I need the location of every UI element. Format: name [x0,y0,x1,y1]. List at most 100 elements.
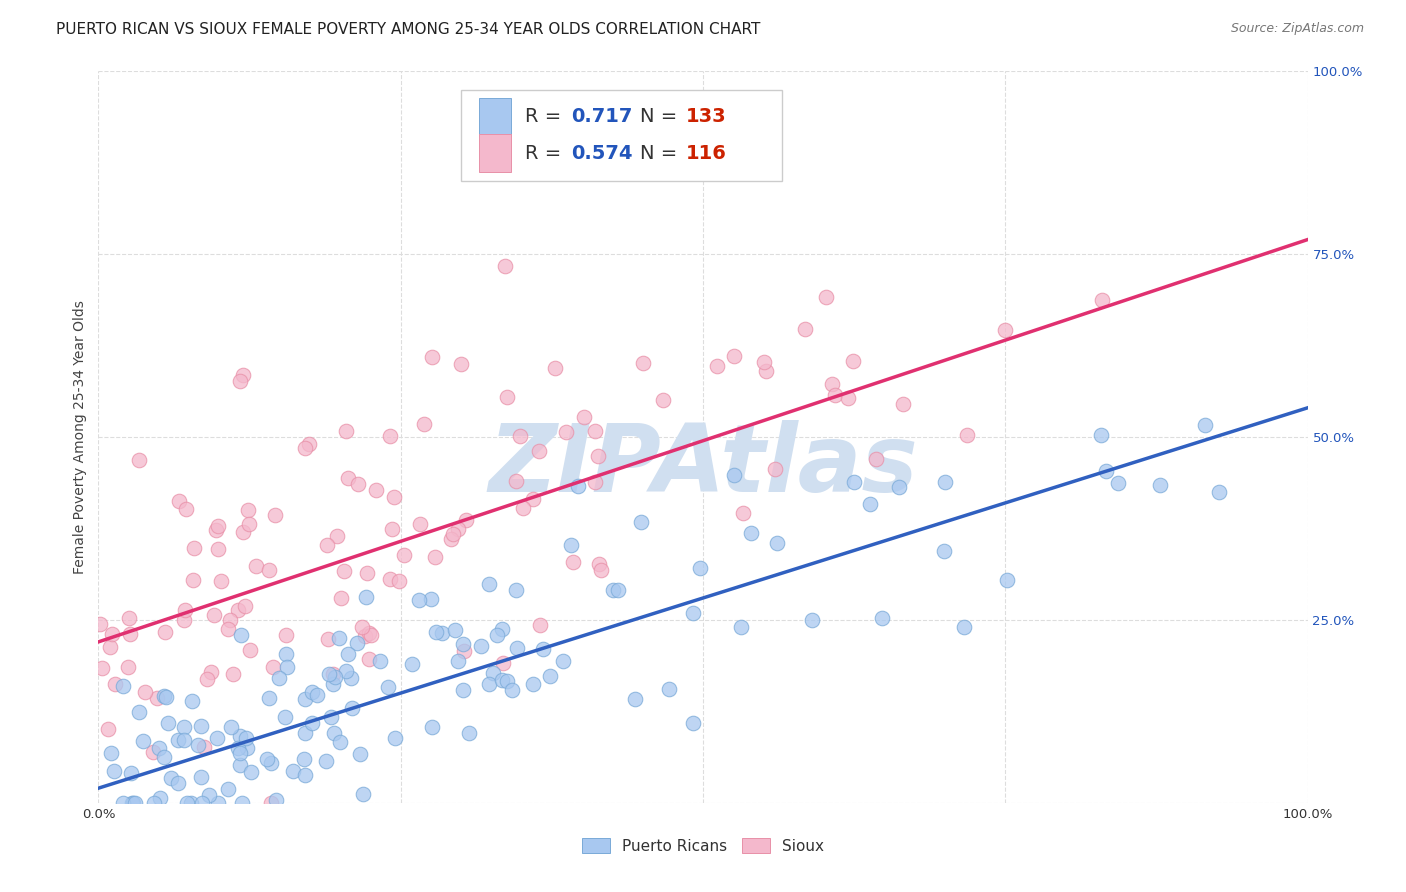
Point [264,508,287,522]
Point [205,524,228,538]
Point [118,627,141,641]
Point [128,453,150,467]
Point [384,731,406,746]
Point [491,673,513,687]
Point [586,449,609,463]
Text: 0.717: 0.717 [571,107,633,126]
Legend: Puerto Ricans, Sioux: Puerto Ricans, Sioux [582,838,824,854]
Point [292,752,315,766]
Point [264,793,287,807]
Point [200,665,222,679]
Point [145,691,167,706]
Point [814,290,837,304]
Point [425,549,447,564]
Point [495,673,517,688]
Point [447,522,470,536]
Point [195,672,218,686]
Point [267,671,290,685]
Point [723,349,745,363]
Point [340,671,363,685]
Point [602,582,624,597]
Text: N =: N = [640,107,683,126]
Point [276,660,298,674]
Point [294,441,316,455]
Point [478,577,501,591]
Point [540,669,562,683]
Point [956,428,979,442]
Point [236,503,259,517]
Point [294,726,316,740]
Point [496,390,519,404]
Point [142,745,165,759]
Point [349,747,371,761]
Point [283,764,305,779]
Point [842,354,865,368]
Point [118,610,141,624]
Point [485,628,508,642]
Point [167,733,190,747]
Point [494,260,516,274]
Point [233,599,256,614]
Point [197,789,219,803]
Point [112,796,135,810]
Point [352,620,374,634]
Point [952,620,974,634]
Point [658,681,681,696]
Point [228,729,250,743]
Point [238,516,260,531]
Point [555,425,578,439]
Point [522,492,544,507]
Point [104,677,127,691]
Point [187,738,209,752]
Point [529,618,551,632]
Point [588,557,610,571]
Text: ZIPAtlas: ZIPAtlas [488,420,918,512]
Point [207,541,229,556]
Point [229,757,252,772]
Point [730,620,752,634]
Point [382,490,405,504]
Point [392,548,415,562]
Y-axis label: Female Poverty Among 25-34 Year Olds: Female Poverty Among 25-34 Year Olds [73,300,87,574]
Point [319,710,342,724]
Point [276,628,298,642]
Point [232,524,254,539]
Point [432,625,454,640]
Point [124,796,146,810]
Point [837,391,859,405]
Point [763,462,786,476]
Point [567,479,589,493]
Point [891,397,914,411]
Point [274,647,297,661]
Point [231,796,253,810]
Point [755,364,778,378]
Point [453,644,475,658]
Point [607,583,630,598]
Point [754,355,776,369]
Point [440,532,463,546]
Point [239,643,262,657]
Point [207,518,229,533]
Text: R =: R = [526,107,568,126]
Point [132,734,155,748]
Point [174,603,197,617]
Point [451,637,474,651]
Point [322,726,344,740]
Point [103,764,125,779]
Point [229,746,252,760]
Point [624,692,647,706]
Point [1149,478,1171,492]
Point [859,496,882,510]
Point [572,410,595,425]
Point [354,590,377,604]
Point [478,677,501,691]
Point [443,623,465,637]
Point [235,731,257,745]
Point [522,677,544,691]
Point [346,636,368,650]
Text: R =: R = [526,144,568,162]
Point [368,654,391,668]
Point [491,622,513,636]
Point [294,768,316,782]
Point [219,720,242,734]
